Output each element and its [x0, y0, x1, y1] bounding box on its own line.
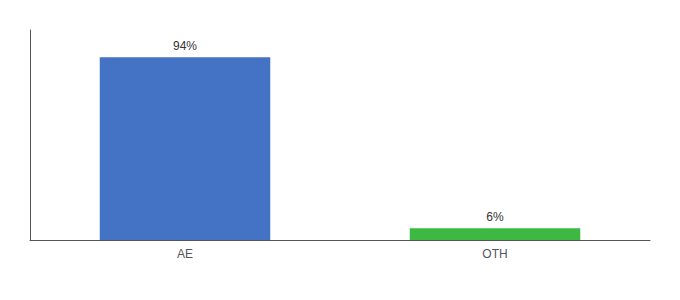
svg-text:OTH: OTH — [482, 247, 507, 261]
svg-text:94%: 94% — [173, 39, 197, 53]
svg-text:6%: 6% — [486, 210, 504, 224]
svg-text:AE: AE — [177, 247, 193, 261]
